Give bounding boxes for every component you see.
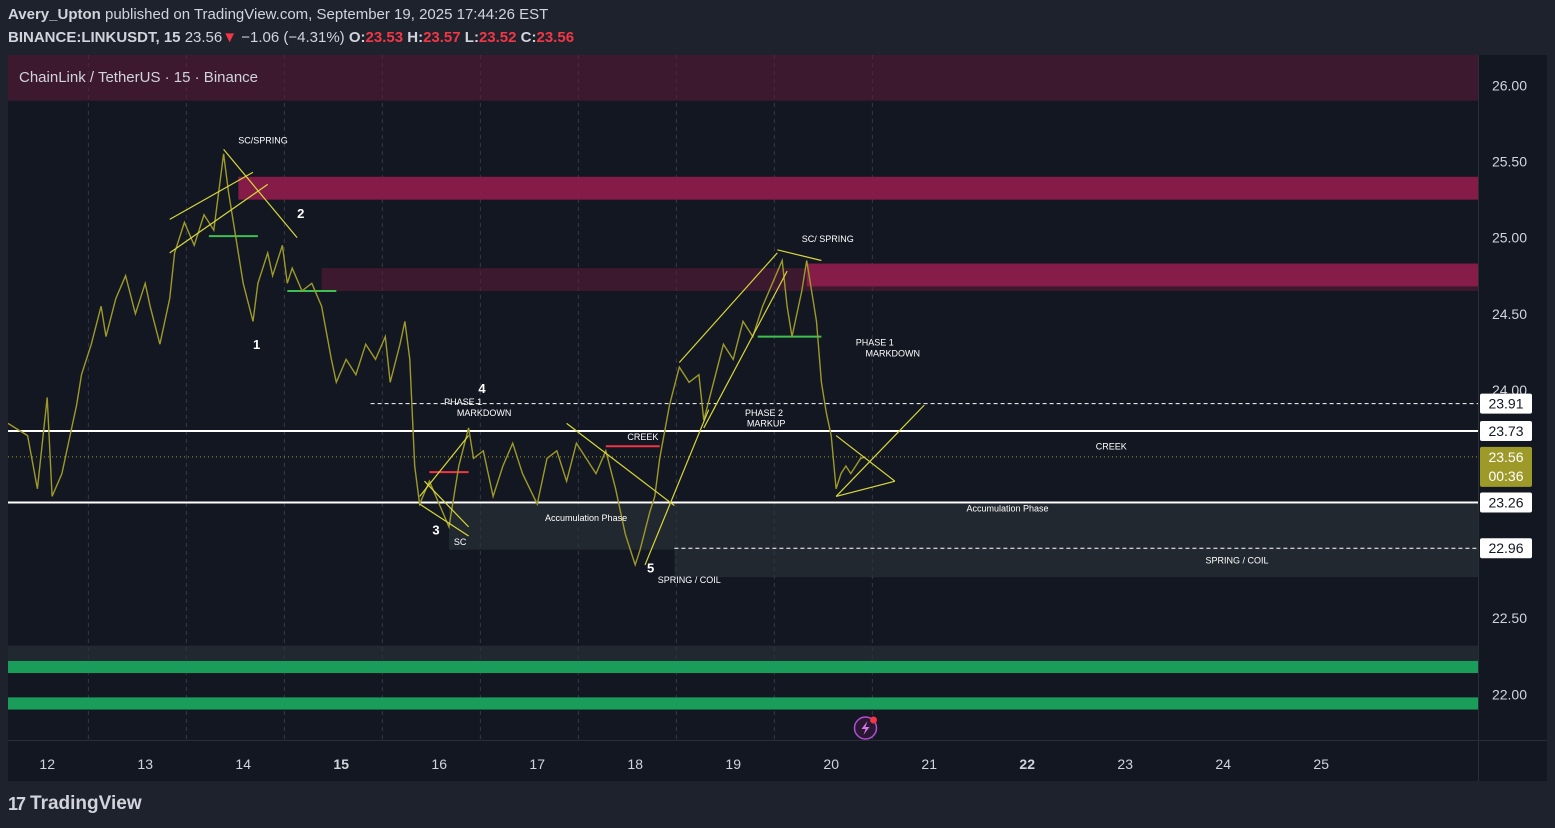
trendline-11 — [835, 435, 896, 482]
x-tick-label-13: 25 — [1313, 756, 1329, 772]
symbol-info: BINANCE:LINKUSDT, 15 23.56▼ −1.06 (−4.31… — [8, 29, 574, 46]
lightning-glyph-icon — [861, 721, 870, 735]
zone-supply_faint-3 — [8, 55, 1478, 101]
down-arrow-icon: ▼ — [222, 29, 238, 46]
published-text: published on TradingView.com, September … — [104, 6, 549, 23]
annotation-label-6: 3 — [432, 523, 439, 538]
price-level-tag-2 — [1480, 492, 1532, 513]
y-tick-label-1: 25.50 — [1492, 154, 1527, 170]
x-tick-label-11: 23 — [1117, 756, 1133, 772]
high-value: 23.57 — [423, 29, 461, 46]
x-tick-label-4: 16 — [431, 756, 447, 772]
symbol-name: BINANCE:LINKUSDT, 15 — [8, 29, 181, 46]
price-level-tag-0 — [1480, 393, 1532, 414]
y-tick-label-0: 26.00 — [1492, 77, 1527, 93]
annotation-label-18: Accumulation Phase — [966, 504, 1048, 514]
open-label: O: — [348, 29, 366, 46]
y-tick-label-2: 25.00 — [1492, 230, 1527, 246]
annotation-label-19: SPRING / COIL — [1206, 555, 1269, 565]
annotation-label-14: MARKUP — [747, 418, 786, 428]
annotation-label-0: SC/SPRING — [238, 135, 288, 145]
zone-supply-2 — [806, 263, 1478, 287]
price-change: −1.06 (−4.31%) — [241, 29, 345, 46]
open-value: 23.53 — [365, 29, 404, 46]
price-level-tag-1 — [1480, 420, 1532, 441]
zone-neutral-4 — [449, 504, 1478, 550]
countdown-label: 00:36 — [1488, 468, 1523, 484]
trendline-6 — [566, 422, 675, 507]
x-tick-label-0: 12 — [39, 756, 55, 772]
x-tick-label-3: 15 — [333, 756, 349, 772]
price-level-label-2: 23.26 — [1488, 495, 1523, 511]
x-tick-label-7: 19 — [725, 756, 741, 772]
price-level-label-3: 22.96 — [1488, 540, 1523, 556]
x-tick-label-5: 17 — [529, 756, 545, 772]
chart-title: ChainLink / TetherUS · 15 · Binance — [19, 69, 258, 86]
annotation-label-3: 4 — [478, 381, 486, 396]
y-tick-label-5: 22.50 — [1492, 610, 1527, 626]
annotation-label-15: PHASE 1 — [856, 338, 894, 348]
current-price-tag — [1480, 446, 1532, 487]
price-level-label-0: 23.91 — [1488, 396, 1523, 412]
annotation-label-12: SC/ SPRING — [802, 234, 854, 244]
annotation-label-16: MARKDOWN — [866, 348, 921, 358]
footer: 17 TradingView — [8, 793, 142, 815]
trendline-1 — [169, 183, 269, 254]
y-tick-label-6: 22.00 — [1492, 686, 1527, 702]
annotation-label-8: Accumulation Phase — [545, 513, 627, 523]
x-tick-label-8: 20 — [823, 756, 839, 772]
low-label: L: — [464, 29, 479, 46]
zone-supply-0 — [238, 176, 1478, 200]
price-series-line — [8, 153, 866, 568]
trendline-9 — [703, 270, 788, 429]
close-label: C: — [520, 29, 537, 46]
low-value: 23.52 — [478, 29, 517, 46]
author-name[interactable]: Avery_Upton — [8, 6, 101, 23]
x-tick-label-10: 22 — [1019, 756, 1035, 772]
annotation-label-2: 1 — [253, 337, 260, 352]
publish-info: Avery_Upton published on TradingView.com… — [8, 6, 548, 23]
x-tick-label-1: 13 — [137, 756, 153, 772]
annotation-label-4: PHASE 1 — [444, 397, 482, 407]
annotation-label-5: MARKDOWN — [457, 408, 512, 418]
trendline-10 — [777, 249, 822, 262]
annotation-label-7: SC — [454, 537, 467, 547]
x-tick-label-6: 18 — [627, 756, 643, 772]
zone-demand-7 — [8, 697, 1478, 710]
last-price: 23.56 — [184, 29, 223, 46]
annotation-label-13: PHASE 2 — [745, 408, 783, 418]
trendline-0 — [169, 171, 254, 220]
trendline-8 — [678, 252, 778, 363]
zone-neutral-5 — [674, 548, 1478, 578]
event-alert-dot-icon — [870, 716, 877, 724]
high-label: H: — [407, 29, 424, 46]
price-level-label-1: 23.73 — [1488, 423, 1523, 439]
x-tick-label-12: 24 — [1215, 756, 1231, 772]
current-price-label: 23.56 — [1488, 449, 1523, 465]
annotation-label-11: SPRING / COIL — [658, 575, 721, 585]
close-value: 23.56 — [536, 29, 575, 46]
trendline-3 — [419, 435, 470, 497]
annotation-label-17: CREEK — [1096, 441, 1127, 451]
trendline-4 — [419, 503, 469, 537]
trendline-7 — [644, 409, 710, 566]
trendline-12 — [835, 404, 925, 497]
trendline-13 — [835, 480, 896, 498]
tradingview-brand[interactable]: TradingView — [30, 793, 142, 814]
x-tick-label-2: 14 — [235, 756, 251, 772]
trendline-2 — [223, 148, 298, 239]
zone-neutral-8 — [8, 645, 1478, 661]
tradingview-logo-icon[interactable]: 17 — [8, 793, 26, 814]
zone-demand-6 — [8, 660, 1478, 674]
annotation-label-9: CREEK — [627, 432, 658, 442]
trendline-5 — [424, 480, 470, 528]
annotation-label-1: 2 — [297, 206, 304, 221]
y-tick-label-3: 24.50 — [1492, 306, 1527, 322]
price-level-tag-3 — [1480, 538, 1532, 559]
annotation-label-10: 5 — [647, 561, 654, 576]
x-tick-label-9: 21 — [921, 756, 937, 772]
